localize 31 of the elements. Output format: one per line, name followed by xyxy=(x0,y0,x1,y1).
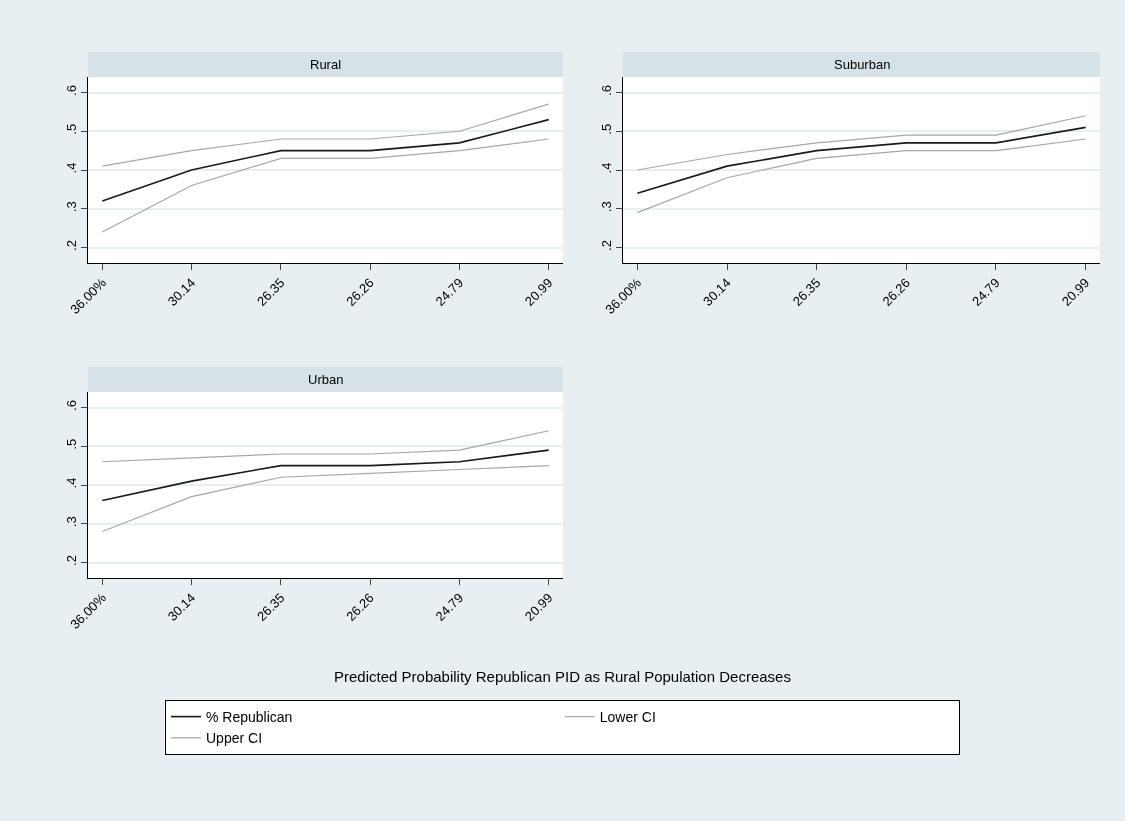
legend-label: Lower CI xyxy=(599,709,656,726)
y-tick-label: .2 xyxy=(598,240,614,251)
y-tick-label: .2 xyxy=(63,240,79,251)
legend-label: % Republican xyxy=(206,709,293,726)
line-series xyxy=(101,465,550,533)
y-tick-label: .3 xyxy=(63,516,79,528)
y-tick-label: .4 xyxy=(598,162,614,174)
text: Predicted Probability Republican PID as Rural Population Decreases xyxy=(334,668,791,685)
line-series xyxy=(101,103,550,167)
line-series xyxy=(636,115,1087,171)
y-tick-label: .3 xyxy=(598,201,614,213)
y-tick-label: .5 xyxy=(63,123,79,135)
line-series xyxy=(101,138,550,233)
y-tick-label: .6 xyxy=(598,85,614,96)
line-series xyxy=(101,449,550,502)
y-tick-label: .4 xyxy=(63,477,79,489)
y-tick-label: .4 xyxy=(63,162,79,174)
chart-title: Rural xyxy=(310,57,342,72)
line-series xyxy=(101,118,550,202)
y-tick-label: .5 xyxy=(598,123,614,135)
line-series xyxy=(636,126,1087,195)
y-tick-label: .2 xyxy=(63,555,79,566)
chart-title: Urban xyxy=(308,372,344,387)
chart-title: Suburban xyxy=(834,57,891,72)
line-series xyxy=(636,138,1087,214)
y-tick-label: .3 xyxy=(63,201,79,213)
y-tick-label: .6 xyxy=(63,85,79,96)
y-tick-label: .5 xyxy=(63,438,79,450)
legend-label: Upper CI xyxy=(206,730,263,747)
y-tick-label: .6 xyxy=(63,400,79,411)
line-series xyxy=(101,430,550,463)
